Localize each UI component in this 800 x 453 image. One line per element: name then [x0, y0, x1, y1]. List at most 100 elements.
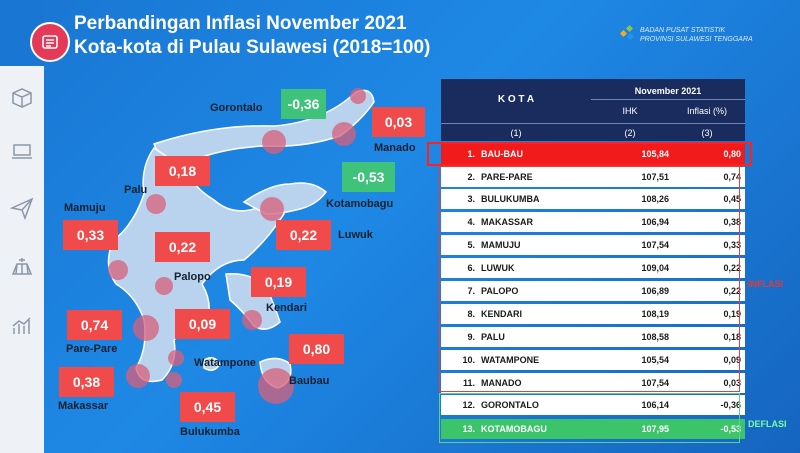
table-row: 8. KENDARI 108,19 0,19: [441, 304, 745, 324]
table-row: 12. GORONTALO 106,14 -0,36: [441, 395, 745, 415]
cell-kota: GORONTALO: [481, 400, 539, 410]
col-header-kota: K O T A: [497, 93, 535, 105]
table-row: 9. PALU 108,58 0,18: [441, 327, 745, 347]
field-icon[interactable]: [10, 254, 34, 278]
cell-ihk: 108,26: [641, 194, 669, 204]
laptop-icon[interactable]: [10, 140, 34, 164]
city-label-watampone: Watampone: [194, 357, 256, 369]
app-logo-icon: [30, 22, 70, 62]
badge-makassar: 0,38: [59, 367, 114, 397]
cell-kota: KENDARI: [481, 309, 523, 319]
cell-no: 4.: [467, 217, 475, 227]
table-row: 13. KOTAMOBAGU 107,95 -0,53: [441, 419, 745, 439]
city-label-bulukumba: Bulukumba: [180, 426, 240, 438]
sidebar: [0, 0, 44, 453]
badge-kotamobagu: -0,53: [342, 162, 395, 192]
badge-pare-pare: 0,74: [67, 310, 122, 340]
col-num-2: (2): [624, 128, 636, 138]
cell-ihk: 108,19: [641, 309, 669, 319]
badge-manado: 0,03: [372, 107, 425, 137]
city-label-manado: Manado: [374, 142, 416, 154]
cell-ihk: 106,14: [641, 400, 669, 410]
city-label-makassar: Makassar: [58, 400, 109, 412]
city-label-baubau: Baubau: [289, 375, 330, 387]
cell-no: 3.: [467, 194, 475, 204]
city-label-kotamobagu: Kotamobagu: [326, 198, 394, 210]
cell-inflasi: 0,18: [723, 332, 741, 342]
cell-no: 6.: [467, 263, 475, 273]
table-row: 1. BAU-BAU 105,84 0,80: [441, 144, 745, 164]
badge-gorontalo: -0,36: [281, 89, 326, 119]
page-title: Perbandingan Inflasi November 2021 Kota-…: [74, 13, 431, 58]
cell-kota: KOTAMOBAGU: [481, 424, 547, 434]
badge-palopo: 0,22: [155, 232, 210, 262]
cell-ihk: 105,54: [641, 355, 669, 365]
table-row: 6. LUWUK 109,04 0,22: [441, 258, 745, 278]
cell-ihk: 109,04: [641, 263, 669, 273]
badge-kendari: 0,19: [251, 267, 306, 297]
cell-ihk: 106,89: [641, 286, 669, 296]
city-label-mamuju: Mamuju: [64, 202, 106, 214]
table-row: 10. WATAMPONE 105,54 0,09: [441, 350, 745, 370]
city-label-luwuk: Luwuk: [338, 229, 373, 241]
bps-logo-icon: [619, 22, 639, 47]
table-row: 2. PARE-PARE 107,51 0,74: [441, 167, 745, 187]
cell-kota: BAU-BAU: [481, 149, 523, 159]
city-label-palu: Palu: [124, 184, 148, 196]
cell-no: 1.: [467, 149, 475, 159]
cell-no: 9.: [467, 332, 475, 342]
city-label-pare-pare: Pare-Pare: [66, 343, 118, 355]
cell-kota: PALOPO: [481, 286, 519, 296]
cell-kota: MAKASSAR: [481, 217, 534, 227]
col-header-period: November 2021: [591, 83, 745, 100]
cell-inflasi: 0,38: [723, 217, 741, 227]
deflasi-label: DEFLASI: [748, 419, 787, 429]
cell-inflasi: -0,36: [720, 400, 741, 410]
table-row: 4. MAKASSAR 106,94 0,38: [441, 212, 745, 232]
cell-ihk: 107,95: [641, 424, 669, 434]
col-num-1: (1): [510, 128, 522, 138]
cell-inflasi: 0,74: [723, 172, 741, 182]
table-row: 11. MANADO 107,54 0,03: [441, 373, 745, 393]
cell-ihk: 107,54: [641, 378, 669, 388]
header-divider: [441, 123, 745, 124]
badge-luwuk: 0,22: [276, 220, 331, 250]
table-row: 3. BULUKUMBA 108,26 0,45: [441, 189, 745, 209]
cell-kota: BULUKUMBA: [481, 194, 540, 204]
cell-kota: LUWUK: [481, 263, 515, 273]
cell-ihk: 108,58: [641, 332, 669, 342]
cell-kota: MAMUJU: [481, 240, 521, 250]
col-header-inflasi: Inflasi (%): [686, 106, 727, 116]
cell-no: 2.: [467, 172, 475, 182]
inflasi-group-box: [439, 166, 740, 392]
city-label-palopo: Palopo: [174, 271, 211, 283]
col-num-3: (3): [701, 128, 713, 138]
badge-bulukumba: 0,45: [180, 392, 235, 422]
cell-no: 11.: [462, 378, 475, 388]
package-icon[interactable]: [10, 86, 34, 110]
cell-no: 10.: [462, 355, 475, 365]
cell-inflasi: 0,19: [723, 309, 741, 319]
paper-plane-icon[interactable]: [9, 196, 34, 221]
cell-inflasi: -0,53: [720, 424, 741, 434]
badge-palu: 0,18: [155, 156, 210, 186]
table-row: 5. MAMUJU 107,54 0,33: [441, 235, 745, 255]
cell-ihk: 106,94: [641, 217, 669, 227]
cell-no: 8.: [467, 309, 475, 319]
cell-no: 13.: [462, 424, 475, 434]
cell-ihk: 105,84: [641, 149, 669, 159]
deflasi-group-box: [439, 393, 740, 443]
table-row: 7. PALOPO 106,89 0,22: [441, 281, 745, 301]
chart-icon[interactable]: [10, 314, 34, 338]
cell-no: 12.: [462, 400, 475, 410]
cell-inflasi: 0,03: [723, 378, 741, 388]
badge-watampone: 0,09: [175, 309, 230, 339]
cell-inflasi: 0,22: [723, 263, 741, 273]
sulawesi-map: [107, 88, 375, 404]
cell-ihk: 107,54: [641, 240, 669, 250]
cell-inflasi: 0,33: [723, 240, 741, 250]
cell-no: 5.: [467, 240, 475, 250]
cell-kota: PARE-PARE: [481, 172, 533, 182]
organization-name: BADAN PUSAT STATISTIK PROVINSI SULAWESI …: [640, 27, 753, 43]
cell-kota: PALU: [481, 332, 505, 342]
